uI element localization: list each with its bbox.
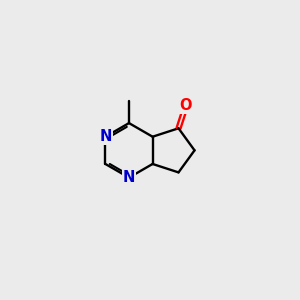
Text: N: N: [123, 170, 135, 185]
Text: O: O: [180, 98, 192, 113]
Text: N: N: [99, 129, 112, 144]
